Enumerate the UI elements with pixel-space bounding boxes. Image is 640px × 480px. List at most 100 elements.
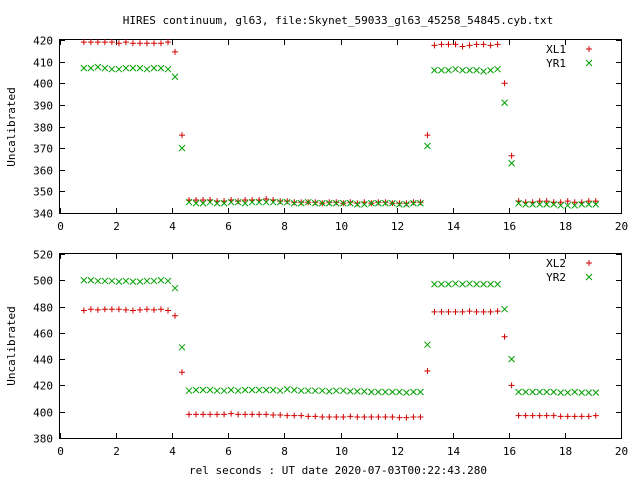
y-tick-label: 440 — [33, 354, 53, 367]
data-point — [284, 412, 291, 419]
data-point — [543, 200, 551, 208]
data-point — [501, 305, 508, 313]
x-tick-label: 16 — [503, 220, 516, 233]
data-point — [179, 132, 186, 139]
data-point — [255, 386, 263, 394]
data-point — [508, 382, 515, 389]
data-point — [228, 410, 235, 417]
data-point — [185, 387, 193, 395]
x-tick-label: 12 — [391, 445, 404, 458]
x-tick-label: 6 — [225, 445, 232, 458]
data-point — [452, 41, 459, 48]
data-point — [389, 388, 396, 396]
data-point — [122, 306, 129, 313]
data-point — [536, 412, 543, 419]
data-point — [80, 307, 87, 314]
data-point — [522, 412, 529, 419]
data-point — [87, 276, 95, 284]
data-point — [129, 278, 137, 285]
data-point — [185, 198, 193, 206]
x-tick-label: 12 — [391, 220, 404, 233]
data-point — [431, 42, 438, 49]
legend-label-yr2: YR2 — [546, 271, 566, 284]
data-point — [304, 387, 312, 395]
data-point — [221, 411, 228, 418]
data-point — [375, 413, 382, 420]
data-point — [207, 411, 214, 418]
data-point — [438, 308, 445, 315]
data-point — [94, 277, 102, 285]
y-tick-label: 370 — [33, 143, 53, 156]
data-point — [592, 200, 600, 208]
data-point — [592, 198, 599, 205]
data-point — [368, 199, 375, 207]
data-point — [522, 388, 529, 396]
data-point — [466, 66, 473, 74]
data-point — [150, 277, 158, 285]
data-point — [129, 40, 136, 47]
data-point — [353, 387, 361, 395]
data-point — [276, 387, 284, 395]
data-point — [354, 413, 361, 420]
data-point — [108, 39, 115, 46]
data-point — [557, 199, 564, 206]
panel-bottom: Uncalibrated XL2 YR2 0 2 4 6 8 10 12 14 16 18 20 38… — [5, 249, 628, 459]
data-point — [515, 199, 522, 207]
data-point — [319, 413, 326, 420]
data-point — [312, 413, 319, 420]
data-point — [326, 199, 333, 206]
data-point — [466, 308, 473, 315]
data-point — [592, 412, 599, 419]
data-point — [452, 308, 459, 315]
data-point — [290, 386, 298, 394]
data-point — [361, 413, 368, 420]
x-tick-label: 2 — [113, 220, 120, 233]
data-point — [255, 198, 263, 206]
data-point — [269, 198, 277, 206]
data-point — [284, 198, 291, 205]
data-point — [143, 277, 151, 285]
y-tick-label: 380 — [33, 433, 53, 446]
data-point — [480, 68, 487, 75]
data-point — [368, 388, 375, 396]
data-point — [550, 388, 558, 396]
data-point — [136, 306, 143, 313]
data-point — [234, 387, 242, 395]
data-point — [424, 132, 431, 139]
data-point — [277, 198, 284, 205]
legend-marker-xl1 — [586, 46, 592, 52]
data-point — [220, 199, 228, 207]
data-point — [522, 200, 529, 208]
data-point — [550, 200, 558, 208]
data-point — [564, 202, 572, 209]
data-point — [459, 66, 466, 74]
data-point — [270, 412, 277, 418]
legend-label-yr1: YR1 — [546, 57, 566, 70]
data-point — [304, 198, 312, 206]
data-point — [340, 413, 347, 420]
data-point — [193, 197, 200, 204]
data-point — [186, 411, 193, 418]
data-point — [585, 198, 592, 205]
series-yr1 — [80, 63, 600, 209]
data-point — [248, 386, 256, 394]
data-point — [515, 388, 522, 396]
data-point — [143, 65, 151, 73]
legend-label-xl2: XL2 — [546, 257, 566, 270]
data-point — [452, 280, 459, 287]
data-point — [487, 42, 494, 49]
data-point — [339, 387, 347, 395]
series-xl2 — [80, 306, 599, 421]
data-point — [494, 41, 501, 48]
data-point — [305, 413, 312, 420]
x-tick-label: 6 — [225, 220, 232, 233]
y-tick-label: 480 — [33, 302, 53, 315]
data-point — [80, 39, 87, 46]
data-point — [473, 280, 480, 288]
data-point — [508, 152, 515, 159]
data-point — [87, 306, 94, 313]
data-point — [227, 198, 235, 206]
data-point — [283, 198, 291, 206]
y-tick-label: 410 — [33, 57, 53, 70]
data-point — [290, 199, 298, 207]
